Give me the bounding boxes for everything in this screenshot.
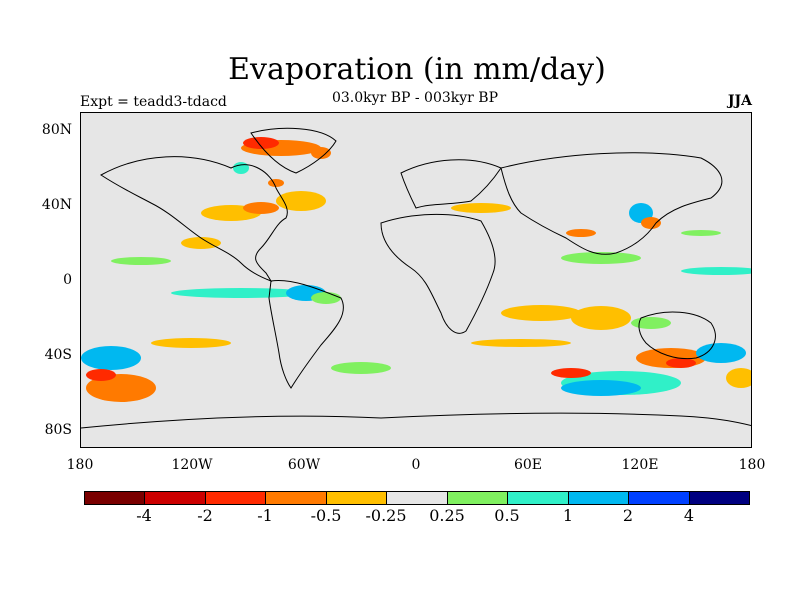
anomaly-patches [81,137,751,402]
map-canvas [81,127,751,429]
lat-label-0: 0 [63,272,72,288]
lon-label-60w: 60W [287,457,321,473]
patch-australia-west [631,317,671,329]
patch-na-pacific-core [243,202,279,214]
colorbar-bin-7 [447,492,509,504]
patch-s-pacific-e [726,368,751,388]
colorbar-label-3: -1 [257,506,273,525]
patch-trop-pacific-w [111,257,171,265]
patch-s-pacific-w [81,346,141,370]
chart-subtitle: 03.0kyr BP - 003kyr BP [331,90,498,106]
patch-s-pacific-mid [151,338,231,348]
colorbar-label-1: -4 [136,506,152,525]
map-panel [80,112,752,448]
coastlines [81,127,751,429]
colorbar-bin-6 [387,492,448,504]
lat-label-80n: 80N [41,122,72,138]
patch-s-indian [501,305,581,321]
colorbar-label-4: -0.5 [310,506,342,525]
colorbar-bin-9 [568,492,630,504]
lon-label-0: 0 [411,457,421,473]
patch-brazil-green [311,292,341,304]
lon-label-60e: 60E [513,457,543,473]
patch-hudson-cyan [233,162,249,174]
lon-label-180w: 180 [66,457,94,473]
lat-label-40s: 40S [44,347,72,363]
patch-s-indian-core [561,380,641,396]
colorbar-bin-1 [85,492,146,504]
patch-new-zealand [696,343,746,363]
chart-title: Evaporation (in mm/day) [228,52,606,87]
lon-label-120w: 120W [171,457,213,473]
patch-na-atlantic [276,191,326,211]
colorbar-label-9: 2 [622,506,634,525]
colorbar-bin-11 [689,492,749,504]
colorbar-label-6: 0.25 [429,506,465,525]
patch-s-atlantic [331,362,391,374]
colorbar-label-5: -0.25 [365,506,407,525]
colorbar-bin-2 [145,492,206,504]
colorbar-bin-8 [508,492,569,504]
patch-mediterranean [451,203,511,213]
experiment-label: Expt = teadd3-tdacd [80,94,227,110]
lon-label-180e: 180 [738,457,766,473]
patch-w-pacific-n [681,230,721,236]
patch-trop-pacific-e [171,288,311,298]
colorbar-bin-4 [266,492,327,504]
patch-indian-ocean [561,252,641,264]
colorbar-bin-5 [326,492,388,504]
colorbar-label-10: 4 [683,506,695,525]
patch-na-subtrop [181,237,221,249]
colorbar-label-7: 0.5 [494,506,520,525]
patch-s-indian-e [571,306,631,330]
patch-greenland-east [311,147,331,159]
colorbar-label-2: -2 [197,506,213,525]
lat-label-80s: 80S [44,422,72,438]
colorbar-bin-10 [629,492,690,504]
lon-label-120e: 120E [621,457,659,473]
patch-s-pacific-warm [86,374,156,402]
patch-china-south [566,229,596,237]
patch-japan-warm [641,217,661,229]
patch-greenland-core [243,137,279,149]
patch-s-indian-warm [551,368,591,378]
lat-label-40n: 40N [41,197,72,213]
patch-labrador [268,179,284,187]
colorbar-label-8: 1 [562,506,574,525]
season-label: JJA [727,93,752,109]
patch-s-ocean-ridge [471,339,571,347]
patch-se-australia-core [666,358,696,368]
colorbar [84,491,750,505]
patch-w-pacific [681,267,751,275]
colorbar-bin-3 [205,492,267,504]
patch-s-pacific-core [86,369,116,381]
